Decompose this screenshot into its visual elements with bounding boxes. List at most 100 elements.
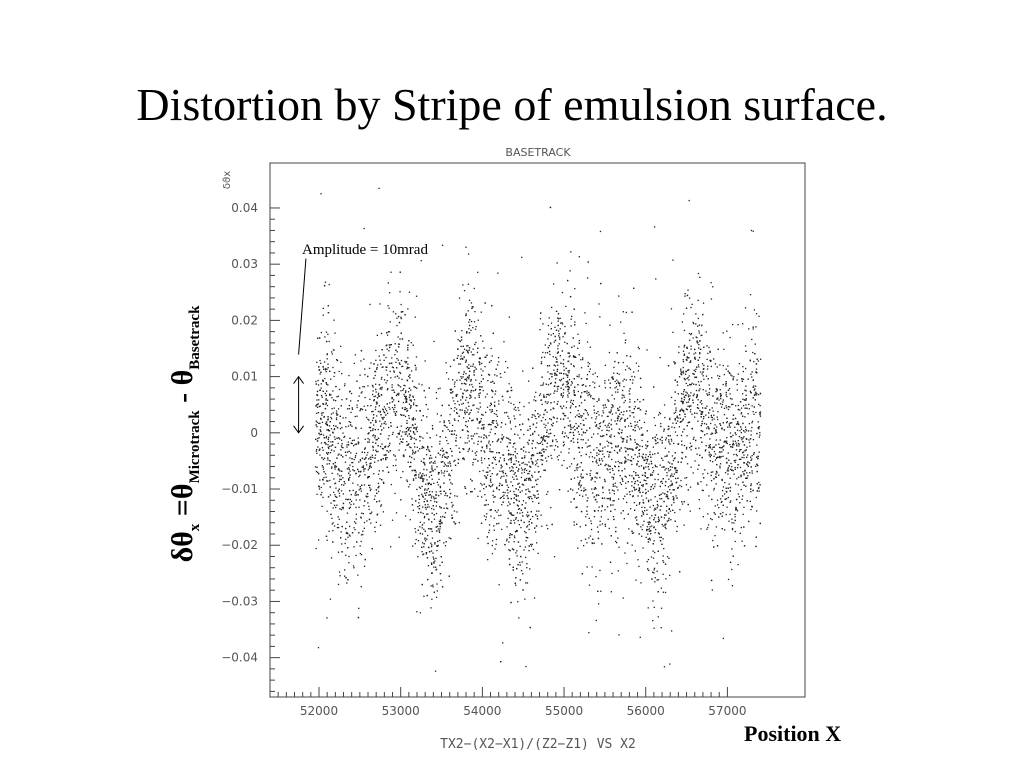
data-point xyxy=(654,577,656,579)
data-point xyxy=(372,449,374,451)
data-point xyxy=(403,455,405,458)
data-point xyxy=(550,506,552,509)
data-point xyxy=(631,475,633,477)
data-point xyxy=(723,373,725,376)
data-point xyxy=(335,425,337,427)
data-point xyxy=(712,471,714,473)
data-point xyxy=(676,416,678,419)
data-point xyxy=(579,466,581,468)
data-point xyxy=(408,417,410,419)
data-point xyxy=(393,411,395,413)
data-point xyxy=(731,466,733,468)
data-point xyxy=(694,356,696,358)
data-point xyxy=(638,452,640,455)
data-point xyxy=(651,453,654,456)
data-point xyxy=(488,531,490,534)
data-point xyxy=(573,394,576,397)
data-point xyxy=(707,472,709,475)
data-point xyxy=(550,343,552,345)
data-point xyxy=(631,485,633,487)
data-point xyxy=(437,484,439,486)
data-point xyxy=(444,545,447,547)
data-point xyxy=(628,390,630,392)
data-point xyxy=(502,399,504,401)
data-point xyxy=(332,366,334,369)
data-point xyxy=(485,471,487,473)
data-point xyxy=(350,411,352,414)
data-point xyxy=(643,421,646,424)
data-point xyxy=(522,573,524,575)
data-point xyxy=(547,528,549,530)
data-point xyxy=(382,418,384,420)
data-point xyxy=(675,407,677,409)
data-point xyxy=(467,450,469,453)
data-point xyxy=(429,471,431,473)
data-point xyxy=(585,417,587,420)
data-point xyxy=(458,404,460,406)
data-point xyxy=(341,551,343,553)
data-point xyxy=(470,395,472,397)
data-point xyxy=(561,432,563,435)
data-point xyxy=(577,384,579,386)
data-point xyxy=(531,442,533,445)
data-point xyxy=(617,391,619,393)
data-point xyxy=(430,497,433,499)
data-point xyxy=(536,442,538,444)
data-point xyxy=(526,563,528,565)
data-point xyxy=(342,502,345,505)
data-point xyxy=(516,453,518,455)
data-point xyxy=(493,525,495,527)
data-point xyxy=(330,413,333,415)
data-point xyxy=(644,456,647,459)
data-point xyxy=(502,470,504,472)
data-point xyxy=(487,503,489,506)
data-point xyxy=(743,436,745,438)
data-point xyxy=(693,369,695,371)
data-point xyxy=(604,509,606,511)
data-point xyxy=(500,464,502,466)
data-point xyxy=(508,459,510,461)
data-point xyxy=(565,386,567,388)
data-point xyxy=(636,523,638,525)
data-point xyxy=(604,464,606,467)
data-point xyxy=(430,483,432,485)
data-point xyxy=(341,399,343,401)
data-point xyxy=(362,530,364,532)
data-point xyxy=(542,437,544,439)
data-point xyxy=(482,470,484,472)
data-point xyxy=(740,412,743,414)
data-point xyxy=(669,462,671,464)
data-point xyxy=(501,484,503,486)
data-point xyxy=(532,433,534,436)
data-point xyxy=(542,438,544,440)
data-point xyxy=(703,422,706,425)
data-point xyxy=(348,450,350,452)
data-point xyxy=(392,311,395,313)
data-point xyxy=(349,457,351,459)
data-point xyxy=(455,439,457,442)
data-point xyxy=(675,477,677,480)
data-point xyxy=(695,368,697,370)
data-point xyxy=(513,408,515,410)
data-point xyxy=(428,506,430,508)
data-point xyxy=(585,494,587,496)
data-point xyxy=(727,406,730,408)
data-point xyxy=(556,262,558,264)
data-point xyxy=(691,303,693,305)
data-point xyxy=(351,439,354,442)
data-point xyxy=(622,480,624,482)
data-point xyxy=(731,585,734,587)
data-point xyxy=(316,471,319,474)
data-point xyxy=(586,446,588,448)
data-point xyxy=(629,435,631,437)
data-point xyxy=(676,384,679,386)
data-point xyxy=(624,447,626,449)
data-point xyxy=(700,424,702,427)
data-point xyxy=(754,391,757,393)
data-point xyxy=(403,454,405,456)
data-point xyxy=(640,526,642,528)
data-point xyxy=(523,405,525,408)
data-point xyxy=(580,473,582,475)
data-point xyxy=(517,508,520,510)
data-point xyxy=(340,445,343,447)
